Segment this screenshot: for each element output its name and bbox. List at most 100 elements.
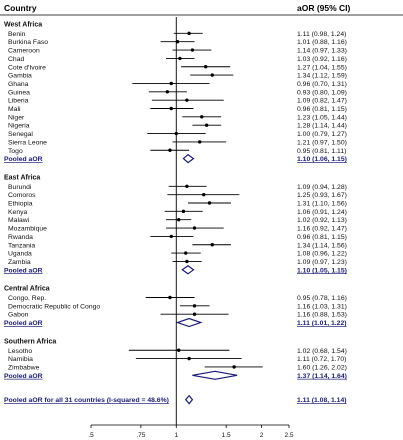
study-label: Ghana <box>8 81 29 88</box>
study-label: Nigeria <box>8 123 30 130</box>
overall-aor-value: 1.11 (1.08, 1.14) <box>297 397 347 404</box>
study-aor-value: 1.01 (0.88, 1.16) <box>297 39 347 46</box>
pooled-label: Pooled aOR <box>4 267 43 274</box>
study-label: Congo, Rep. <box>8 295 46 302</box>
point-estimate <box>192 312 197 316</box>
study-label: Cameroon <box>8 48 40 55</box>
point-estimate <box>198 140 202 144</box>
study-label: Zambia <box>8 259 31 266</box>
study-aor-value: 1.08 (0.96, 1.22) <box>297 251 347 258</box>
study-label: Lesotho <box>8 348 32 355</box>
x-tick-label: .5 <box>88 432 94 439</box>
point-estimate <box>185 259 189 264</box>
study-label: Guinea <box>8 89 30 96</box>
point-estimate <box>210 243 214 247</box>
point-estimate <box>192 304 197 308</box>
study-label: Benin <box>8 31 26 38</box>
study-label: Burkina Faso <box>8 39 48 46</box>
study-aor-value: 0.96 (0.81, 1.15) <box>297 234 347 241</box>
study-aor-value: 1.16 (0.88, 1.53) <box>297 312 347 319</box>
study-aor-value: 1.16 (1.03, 1.31) <box>297 303 347 310</box>
point-estimate <box>190 48 195 52</box>
study-label: Gambia <box>8 73 32 80</box>
point-estimate <box>184 251 188 255</box>
point-estimate <box>207 201 212 205</box>
point-estimate <box>168 295 172 300</box>
study-label: Rwanda <box>8 234 33 241</box>
study-aor-value: 1.34 (1.14, 1.56) <box>297 242 347 249</box>
x-tick-label: 1.5 <box>222 432 231 439</box>
forest-rows: West Africa Benin 1.11 (0.98, 1.24) Burkina… <box>0 14 403 439</box>
point-estimate <box>178 56 182 61</box>
study-aor-value: 1.16 (0.92, 1.47) <box>297 226 347 233</box>
x-tick-label: 2 <box>260 432 264 439</box>
study-aor-value: 0.95 (0.81, 1.11) <box>297 148 346 155</box>
x-tick-label: .75 <box>136 432 145 439</box>
point-estimate <box>202 192 206 197</box>
point-estimate <box>169 234 173 239</box>
study-label: Togo <box>8 148 23 155</box>
x-tick-label: 1 <box>174 432 178 439</box>
study-label: Burundi <box>8 184 32 191</box>
study-label: Chad <box>8 56 24 63</box>
study-label: Comoros <box>8 192 36 199</box>
study-label: Tanzania <box>8 242 35 249</box>
point-estimate <box>187 31 191 36</box>
group-title: West Africa <box>4 22 42 29</box>
study-aor-value: 1.00 (0.79, 1.27) <box>297 131 347 138</box>
study-label: Kenya <box>8 209 27 216</box>
study-label: Mozambique <box>8 226 47 233</box>
study-aor-value: 0.95 (0.78, 1.16) <box>297 295 347 302</box>
group-title: East Africa <box>4 174 40 181</box>
study-aor-value: 1.28 (1.14, 1.44) <box>297 123 347 130</box>
point-estimate <box>204 123 209 127</box>
study-aor-value: 1.11 (0.98, 1.24) <box>297 31 346 38</box>
point-estimate <box>165 90 170 94</box>
study-label: Liberia <box>8 98 29 105</box>
study-label: Democratic Republic of Congo <box>8 303 100 310</box>
overall-diamond <box>184 394 194 405</box>
pooled-diamond <box>182 153 195 164</box>
point-estimate <box>168 148 172 152</box>
study-aor-value: 0.96 (0.81, 1.15) <box>297 106 347 113</box>
study-label: Namibia <box>8 356 33 363</box>
study-label: Malawi <box>8 217 30 224</box>
study-aor-value: 1.03 (0.92, 1.16) <box>297 56 347 63</box>
point-estimate <box>169 106 173 111</box>
study-aor-value: 1.21 (0.97, 1.50) <box>297 139 347 146</box>
point-estimate <box>177 218 181 222</box>
x-tick-label: 2.5 <box>284 432 293 439</box>
point-estimate <box>181 209 186 214</box>
point-estimate <box>200 115 204 119</box>
study-label: Zimbabwe <box>8 364 40 371</box>
study-aor-value: 1.09 (0.82, 1.47) <box>297 98 347 105</box>
header-aor: aOR (95% CI) <box>297 3 351 13</box>
point-estimate <box>185 184 189 188</box>
point-estimate <box>177 348 181 352</box>
study-aor-value: 0.93 (0.80, 1.09) <box>297 89 347 96</box>
study-aor-value: 1.11 (0.72, 1.70) <box>297 356 346 363</box>
pooled-label: Pooled aOR <box>4 156 43 163</box>
study-aor-value: 0.96 (0.70, 1.31) <box>297 81 347 88</box>
study-aor-value: 1.09 (0.97, 1.23) <box>297 259 347 266</box>
study-label: Ethiopia <box>8 201 33 208</box>
pooled-aor-value: 1.11 (1.01, 1.22) <box>297 320 347 327</box>
study-label: Mali <box>8 106 21 113</box>
study-label: Cote d'Ivoire <box>8 64 46 71</box>
study-label: Uganda <box>8 251 32 258</box>
study-aor-value: 1.25 (0.93, 1.67) <box>297 192 347 199</box>
study-aor-value: 1.23 (1.05, 1.44) <box>297 114 347 121</box>
study-aor-value: 1.27 (1.04, 1.55) <box>297 64 347 71</box>
study-aor-value: 1.60 (1.26, 2.02) <box>297 364 347 371</box>
study-aor-value: 1.09 (0.94, 1.28) <box>297 184 347 191</box>
study-aor-value: 1.02 (0.68, 1.54) <box>297 348 347 355</box>
study-aor-value: 1.34 (1.12, 1.59) <box>297 73 347 80</box>
group-title: Southern Africa <box>4 338 56 345</box>
pooled-diamond <box>175 317 203 328</box>
point-estimate <box>232 365 236 369</box>
header-country: Country <box>4 3 37 13</box>
pooled-aor-value: 1.37 (1.14, 1.64) <box>297 373 347 380</box>
pooled-label: Pooled aOR <box>4 320 43 327</box>
point-estimate <box>192 226 197 230</box>
